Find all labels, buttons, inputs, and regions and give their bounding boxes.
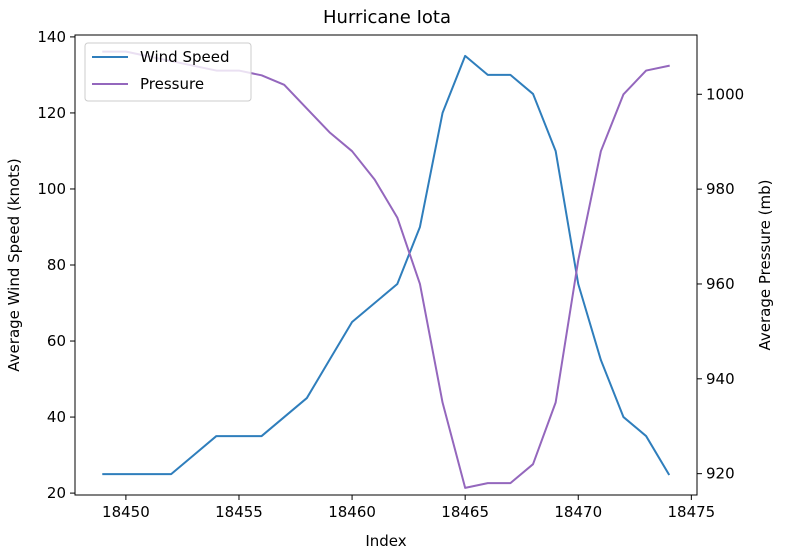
chart-title: Hurricane Iota [323,7,451,28]
series-lines [102,50,671,489]
x-tick-label: 18470 [554,503,602,521]
x-tick-label: 18475 [667,503,715,521]
y-axis-title: Average Wind Speed (knots) [5,158,23,371]
y-tick-label: 100 [37,180,66,198]
legend-label-pressure: Pressure [140,75,204,93]
axes: 18450 18455 18460 18465 18470 18475 20 40 60 80 10… [37,28,744,521]
y2-tick-label: 940 [706,370,735,388]
series-line-pressure [102,50,670,489]
x-axis-title: Index [365,532,406,550]
x-tick-label: 18465 [441,503,489,521]
y2-tick-label: 1000 [706,85,744,103]
legend-label-wind-speed: Wind Speed [140,48,230,66]
series-line-wind-speed [102,54,671,476]
y-tick-label: 60 [47,332,66,350]
y-tick-label: 40 [47,408,66,426]
y2-tick-label: 980 [706,180,735,198]
x-tick-label: 18450 [102,503,150,521]
legend: Wind Speed Pressure [84,42,252,102]
y-tick-label: 120 [37,104,66,122]
y2-axis-title: Average Pressure (mb) [756,179,774,350]
plot-frame [74,34,698,496]
y-tick-label: 140 [37,28,66,46]
y2-tick-label: 920 [706,465,735,483]
y-tick-label: 80 [47,256,66,274]
y2-tick-label: 960 [706,275,735,293]
x-tick-label: 18460 [328,503,376,521]
x-tick-label: 18455 [215,503,263,521]
y-tick-label: 20 [47,484,66,502]
